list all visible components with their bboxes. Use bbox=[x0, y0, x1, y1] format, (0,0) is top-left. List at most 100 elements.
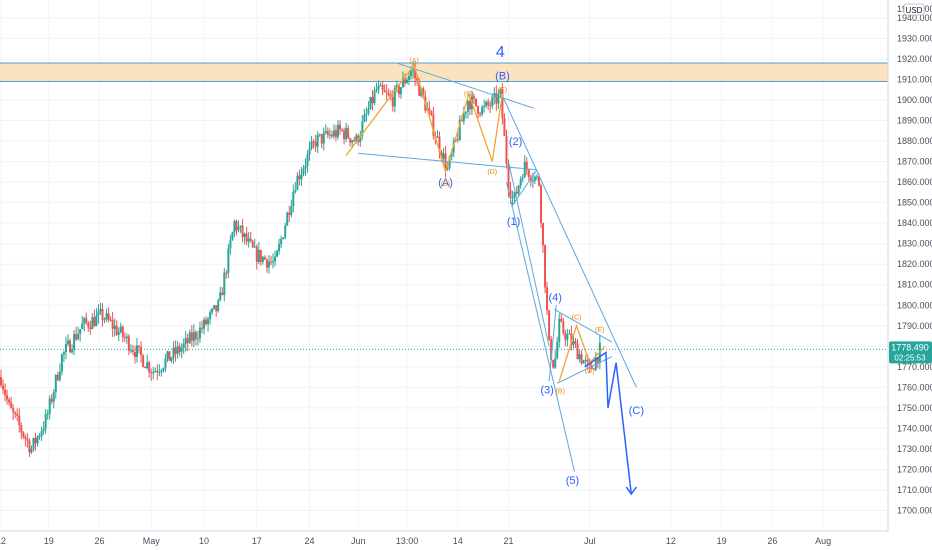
candle-body bbox=[2, 385, 5, 390]
candle-body bbox=[196, 338, 199, 340]
candle-body bbox=[450, 152, 453, 157]
candle-body bbox=[507, 163, 510, 190]
candle-body bbox=[34, 438, 37, 444]
wave-label: (A) bbox=[409, 58, 418, 65]
candle-body bbox=[64, 344, 67, 352]
candle-body bbox=[351, 140, 354, 143]
candle-body bbox=[58, 371, 61, 380]
candle-body bbox=[517, 185, 520, 194]
candle-body bbox=[111, 320, 114, 329]
candle-body bbox=[535, 176, 538, 178]
candle-body bbox=[345, 128, 348, 140]
candle-body bbox=[192, 332, 195, 341]
candle-body bbox=[546, 287, 549, 311]
trend-line bbox=[548, 305, 557, 382]
candle-body bbox=[456, 139, 459, 141]
candle-body bbox=[166, 351, 169, 359]
price-tick-label: 1700.000 bbox=[897, 506, 932, 516]
candle-body bbox=[328, 134, 331, 136]
candle-body bbox=[121, 326, 124, 337]
wave-label: (3) bbox=[540, 385, 553, 397]
candle-body bbox=[513, 192, 516, 198]
candle-body bbox=[52, 392, 55, 402]
candle-body bbox=[408, 75, 411, 80]
candle-body bbox=[432, 114, 435, 136]
candle-body bbox=[36, 436, 39, 444]
time-axis[interactable]: 12 19 26 May 10 17 24 Jun 13:00 14 21 Jul 12 19 26 Aug bbox=[0, 536, 831, 546]
trend-line bbox=[553, 308, 613, 343]
candle-body bbox=[562, 321, 565, 334]
candle-body bbox=[349, 138, 352, 143]
candle-body bbox=[28, 440, 31, 453]
candle-body bbox=[249, 238, 252, 242]
candle-body bbox=[20, 425, 23, 433]
candle-body bbox=[257, 249, 260, 262]
candle-body bbox=[93, 317, 96, 327]
candle-body bbox=[269, 261, 272, 263]
candle-body bbox=[127, 336, 130, 351]
candle-body bbox=[578, 354, 581, 360]
price-tick-label: 1830.000 bbox=[897, 239, 932, 249]
candle-body bbox=[109, 319, 112, 321]
candle-body bbox=[282, 237, 285, 239]
candle-body bbox=[554, 358, 557, 368]
candle-body bbox=[464, 111, 467, 114]
candle-body bbox=[582, 360, 585, 364]
candle-body bbox=[32, 438, 35, 449]
candle-body bbox=[503, 118, 506, 136]
candle-body bbox=[207, 318, 210, 325]
wave-label: (D) bbox=[585, 368, 595, 375]
time-tick-label: 21 bbox=[503, 536, 513, 546]
candle-body bbox=[446, 167, 449, 170]
candle-body bbox=[576, 343, 579, 360]
candle-body bbox=[162, 368, 165, 371]
candle-body bbox=[215, 305, 218, 312]
candle-body bbox=[26, 438, 29, 441]
wave-label: (C) bbox=[464, 91, 474, 98]
price-tick-label: 1750.000 bbox=[897, 403, 932, 413]
candle-body bbox=[105, 313, 108, 320]
candle-body bbox=[119, 326, 122, 332]
price-tick-label: 1920.000 bbox=[897, 54, 932, 64]
candle-body bbox=[48, 398, 51, 414]
candle-body bbox=[318, 134, 321, 136]
trend-line bbox=[396, 62, 535, 109]
candle-body bbox=[42, 428, 45, 432]
price-tick-label: 1710.000 bbox=[897, 485, 932, 495]
candle-body bbox=[190, 332, 193, 341]
candle-body bbox=[290, 206, 293, 215]
candle-body bbox=[83, 318, 86, 324]
candle-body bbox=[144, 366, 147, 369]
candle-body bbox=[265, 259, 268, 268]
candle-body bbox=[170, 357, 173, 361]
candle-body bbox=[330, 134, 333, 137]
time-tick-label: 19 bbox=[44, 536, 54, 546]
candle-body bbox=[227, 248, 230, 274]
candle-body bbox=[505, 135, 508, 164]
candle-body bbox=[460, 119, 463, 122]
candle-body bbox=[79, 329, 82, 335]
candle-body bbox=[168, 351, 171, 361]
candle-body bbox=[174, 347, 177, 354]
trend-line bbox=[508, 161, 550, 347]
candle-body bbox=[572, 341, 575, 345]
candle-body bbox=[477, 106, 480, 114]
candle-body bbox=[499, 89, 502, 95]
projection-arrowhead bbox=[625, 486, 637, 496]
candle-body bbox=[416, 78, 419, 81]
candle-body bbox=[436, 136, 439, 138]
candle-body bbox=[69, 340, 72, 353]
candle-body bbox=[71, 349, 74, 353]
candle-body bbox=[219, 292, 222, 301]
last-price-countdown: 02:25:53 bbox=[894, 353, 926, 362]
candle-body bbox=[410, 70, 413, 76]
candle-body bbox=[172, 347, 175, 358]
candle-body bbox=[211, 308, 214, 313]
candle-body bbox=[558, 318, 561, 342]
candle-body bbox=[570, 333, 573, 345]
price-tick-label: 1910.000 bbox=[897, 74, 932, 84]
price-tick-label: 1740.000 bbox=[897, 423, 932, 433]
candle-body bbox=[209, 312, 212, 319]
